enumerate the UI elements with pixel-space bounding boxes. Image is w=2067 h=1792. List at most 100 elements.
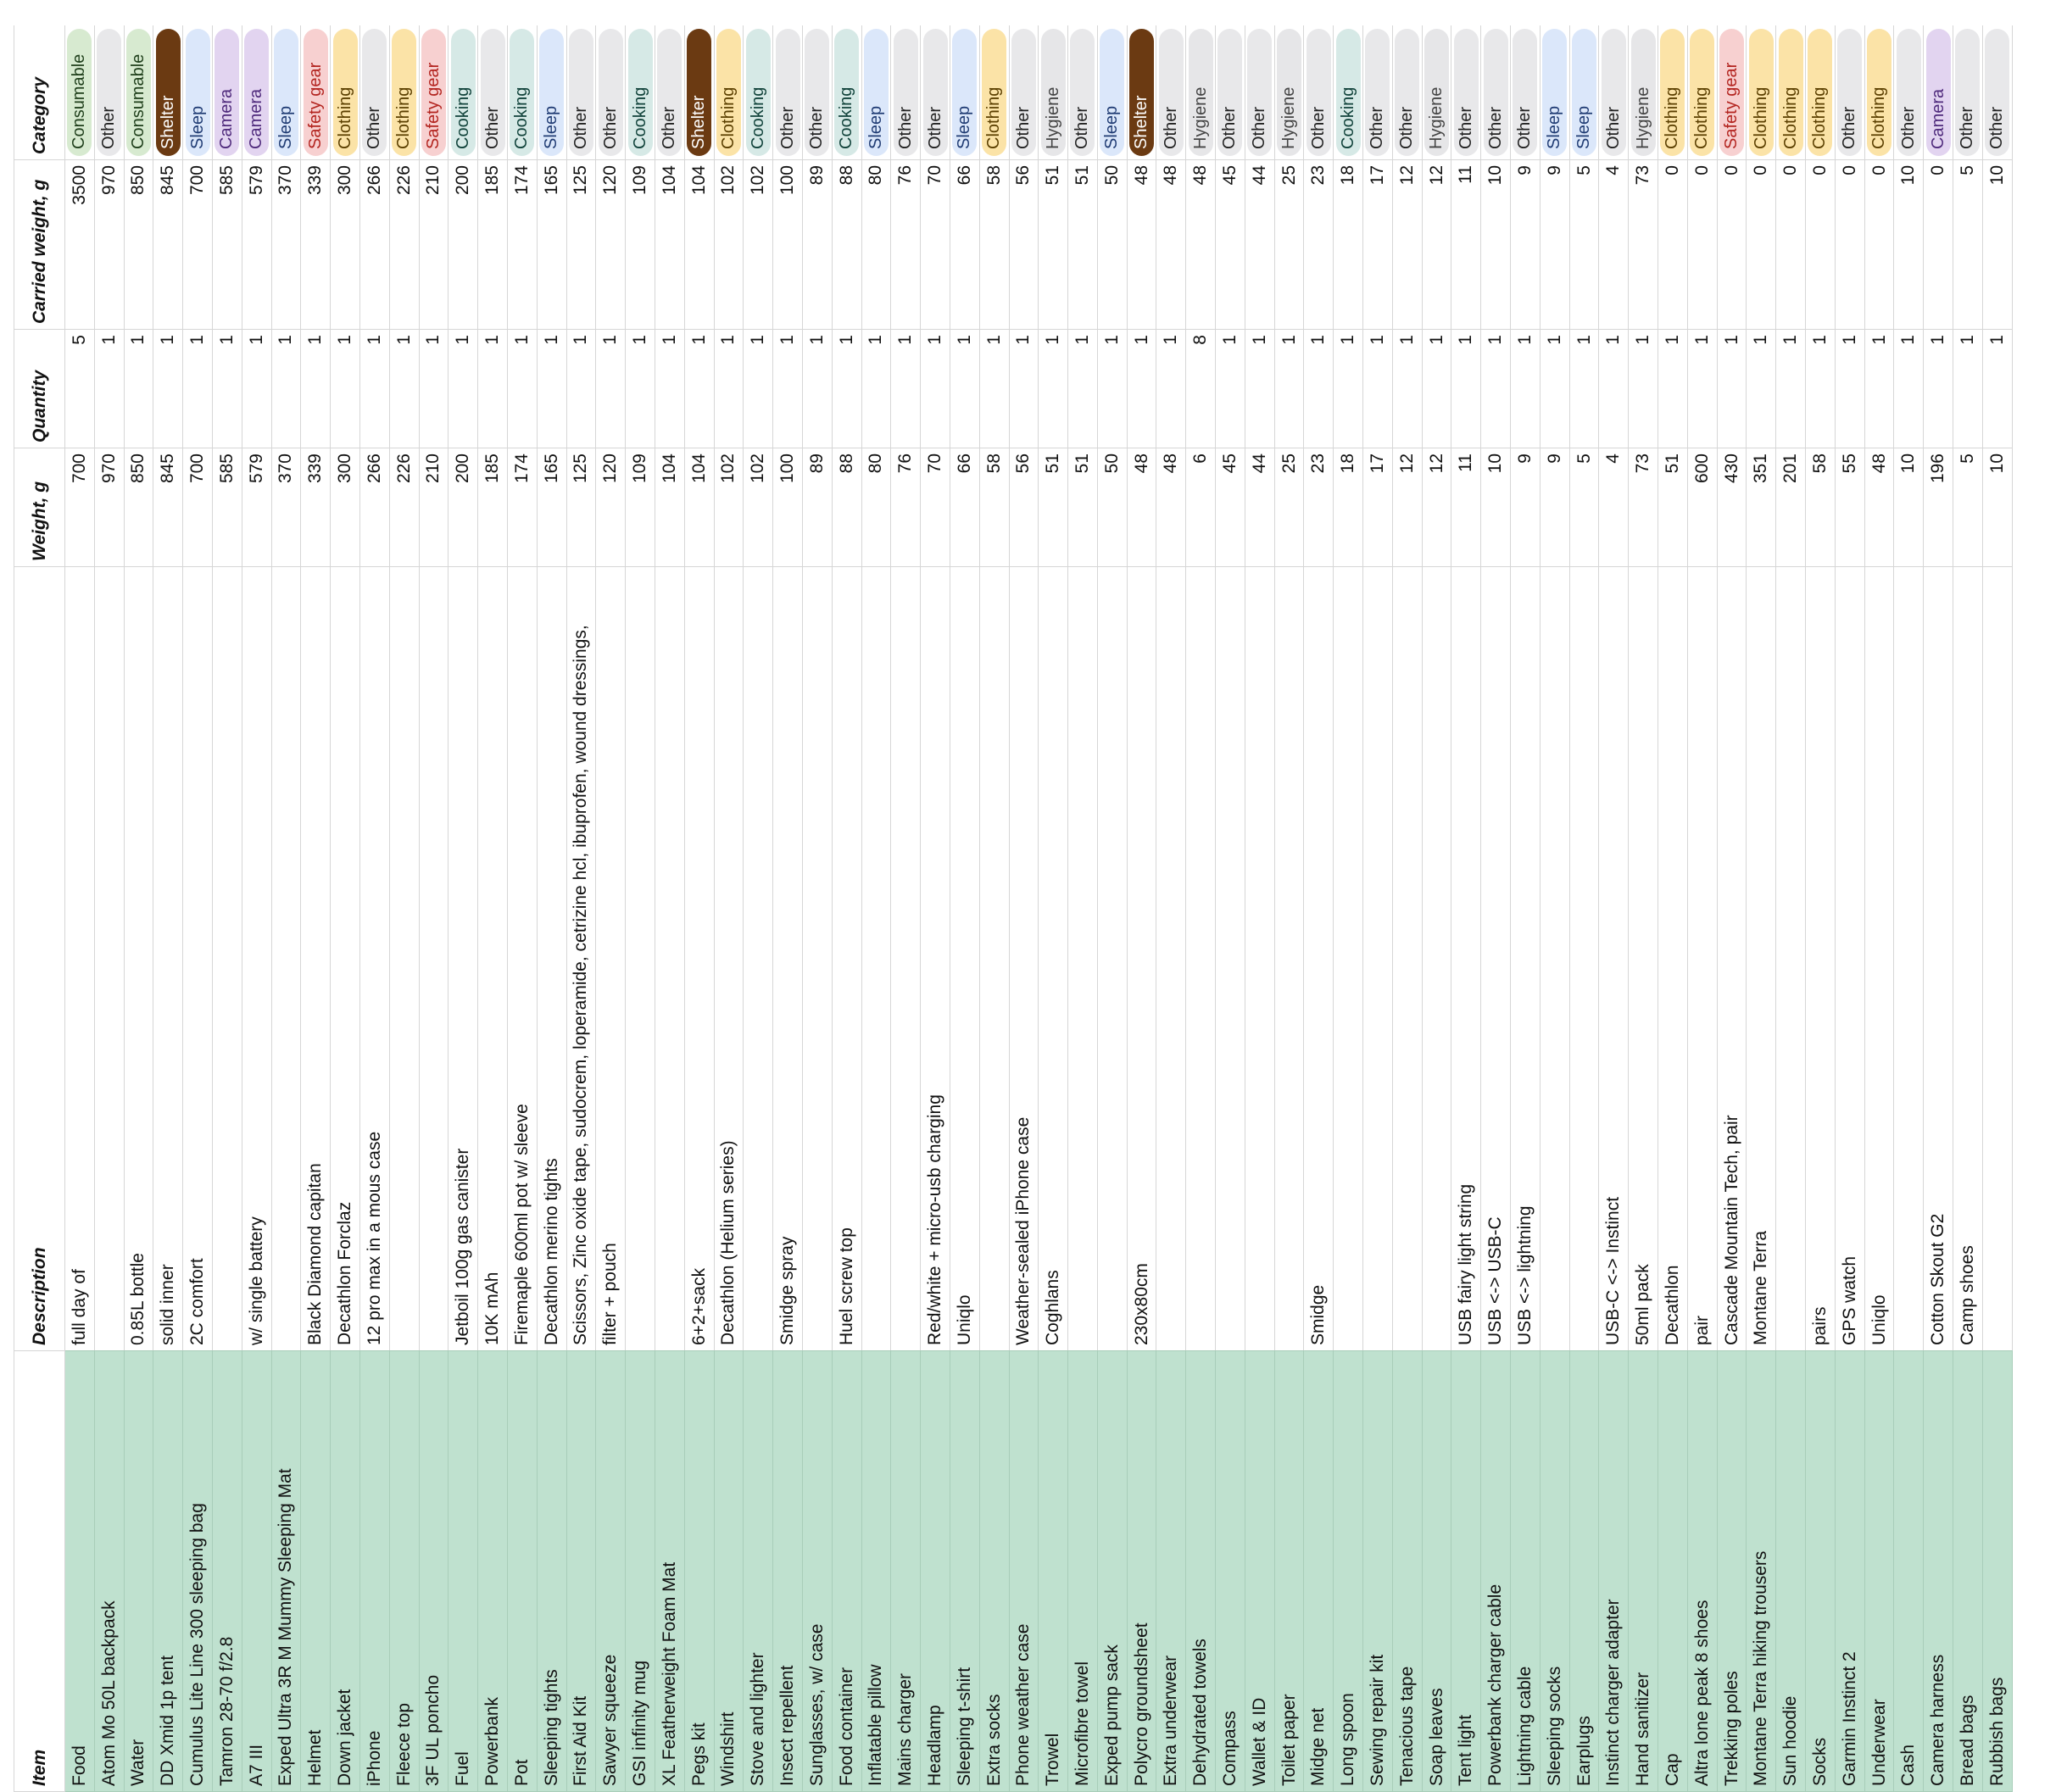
cell-quantity[interactable]: 1 [153,329,183,448]
cell-carried-weight[interactable]: 12 [1422,159,1451,330]
category-chip[interactable]: Hygiene [1424,29,1450,156]
cell-quantity[interactable]: 1 [1097,329,1128,448]
cell-category[interactable]: Other [1953,25,1983,160]
cell-category[interactable]: Cooking [743,25,773,160]
cell-item[interactable]: Altra lone peak 8 shoes [1687,1350,1718,1792]
cell-description[interactable] [271,566,301,1351]
cell-quantity[interactable]: 1 [1215,329,1245,448]
cell-carried-weight[interactable]: 23 [1303,159,1334,330]
cell-weight[interactable]: 104 [655,448,685,567]
cell-item[interactable]: Stove and lighter [743,1350,773,1792]
cell-description[interactable]: Montane Terra [1746,566,1776,1351]
cell-description[interactable] [419,566,448,1351]
cell-quantity[interactable]: 1 [655,329,685,448]
cell-carried-weight[interactable]: 10 [1982,159,2013,330]
cell-carried-weight[interactable]: 0 [1775,159,1806,330]
cell-category[interactable]: Safety gear [1717,25,1747,160]
cell-description[interactable] [743,566,773,1351]
cell-category[interactable]: Other [1598,25,1629,160]
cell-quantity[interactable]: 1 [1245,329,1275,448]
cell-item[interactable]: Socks [1805,1350,1836,1792]
cell-quantity[interactable]: 1 [1451,329,1481,448]
cell-category[interactable]: Clothing [979,25,1009,160]
category-chip[interactable]: Clothing [1778,29,1803,156]
category-chip[interactable]: Hygiene [1277,29,1302,156]
cell-category[interactable]: Clothing [714,25,744,160]
category-chip[interactable]: Other [1601,29,1626,156]
cell-weight[interactable]: 370 [271,448,301,567]
cell-category[interactable]: Sleep [271,25,301,160]
cell-carried-weight[interactable]: 0 [1864,159,1894,330]
cell-description[interactable] [1097,566,1128,1351]
category-chip[interactable]: Clothing [392,29,417,156]
cell-quantity[interactable]: 1 [1274,329,1304,448]
cell-item[interactable]: Microfibre towel [1067,1350,1098,1792]
category-chip[interactable]: Other [1217,29,1243,156]
cell-quantity[interactable]: 5 [64,329,95,448]
cell-quantity[interactable]: 1 [212,329,242,448]
cell-carried-weight[interactable]: 850 [124,159,153,330]
cell-quantity[interactable]: 1 [920,329,950,448]
cell-quantity[interactable]: 1 [1038,329,1068,448]
cell-description[interactable] [1982,566,2013,1351]
category-chip[interactable]: Other [1306,29,1331,156]
cell-description[interactable] [802,566,833,1351]
header-quantity[interactable]: Quantity [14,329,65,448]
cell-carried-weight[interactable]: 11 [1451,159,1481,330]
cell-item[interactable]: Sun hoodie [1775,1350,1806,1792]
cell-description[interactable]: USB fairy light string [1451,566,1481,1351]
cell-carried-weight[interactable]: 10 [1893,159,1924,330]
cell-quantity[interactable]: 1 [1480,329,1511,448]
header-item[interactable]: Item [14,1350,65,1792]
category-chip[interactable]: Clothing [716,29,741,156]
category-chip[interactable]: Sleep [1542,29,1568,156]
cell-description[interactable]: Black Diamond capitan [300,566,331,1351]
category-chip[interactable]: Cooking [510,29,535,156]
cell-description[interactable] [389,566,420,1351]
cell-carried-weight[interactable]: 0 [1835,159,1865,330]
cell-item[interactable]: Sleeping tights [537,1350,567,1792]
cell-quantity[interactable]: 1 [300,329,331,448]
cell-quantity[interactable]: 1 [1303,329,1334,448]
cell-category[interactable]: Clothing [1746,25,1776,160]
cell-item[interactable]: Earplugs [1569,1350,1599,1792]
cell-quantity[interactable]: 1 [1598,329,1629,448]
cell-quantity[interactable]: 1 [1067,329,1098,448]
cell-carried-weight[interactable]: 10 [1480,159,1511,330]
cell-description[interactable]: USB-C <-> Instinct [1598,566,1629,1351]
cell-weight[interactable]: 125 [566,448,596,567]
cell-weight[interactable]: 600 [1687,448,1718,567]
category-chip[interactable]: Other [657,29,682,156]
cell-weight[interactable]: 25 [1274,448,1304,567]
cell-quantity[interactable]: 1 [1864,329,1894,448]
cell-item[interactable]: Food container [832,1350,862,1792]
cell-description[interactable] [655,566,685,1351]
cell-carried-weight[interactable]: 3500 [64,159,95,330]
cell-item[interactable]: Polycro groundsheet [1127,1350,1156,1792]
cell-weight[interactable]: 73 [1628,448,1658,567]
cell-quantity[interactable]: 1 [1156,329,1186,448]
cell-weight[interactable]: 339 [300,448,331,567]
header-weight[interactable]: Weight, g [14,448,65,567]
category-chip[interactable]: Other [775,29,800,156]
cell-category[interactable]: Sleep [1569,25,1599,160]
cell-weight[interactable]: 66 [950,448,980,567]
cell-description[interactable] [861,566,891,1351]
category-chip[interactable]: Other [1955,29,1981,156]
cell-weight[interactable]: 11 [1451,448,1481,567]
category-chip[interactable]: Safety gear [1719,29,1745,156]
cell-weight[interactable]: 12 [1422,448,1451,567]
category-chip[interactable]: Hygiene [1040,29,1066,156]
cell-description[interactable] [1156,566,1186,1351]
cell-category[interactable]: Other [566,25,596,160]
cell-weight[interactable]: 100 [772,448,803,567]
cell-weight[interactable]: 9 [1540,448,1570,567]
cell-category[interactable]: Other [94,25,125,160]
cell-description[interactable] [94,566,125,1351]
cell-carried-weight[interactable]: 104 [684,159,715,330]
category-chip[interactable]: Other [1395,29,1420,156]
category-chip[interactable]: Other [805,29,830,156]
cell-description[interactable] [1422,566,1451,1351]
cell-weight[interactable]: 44 [1245,448,1275,567]
category-chip[interactable]: Shelter [155,29,181,156]
